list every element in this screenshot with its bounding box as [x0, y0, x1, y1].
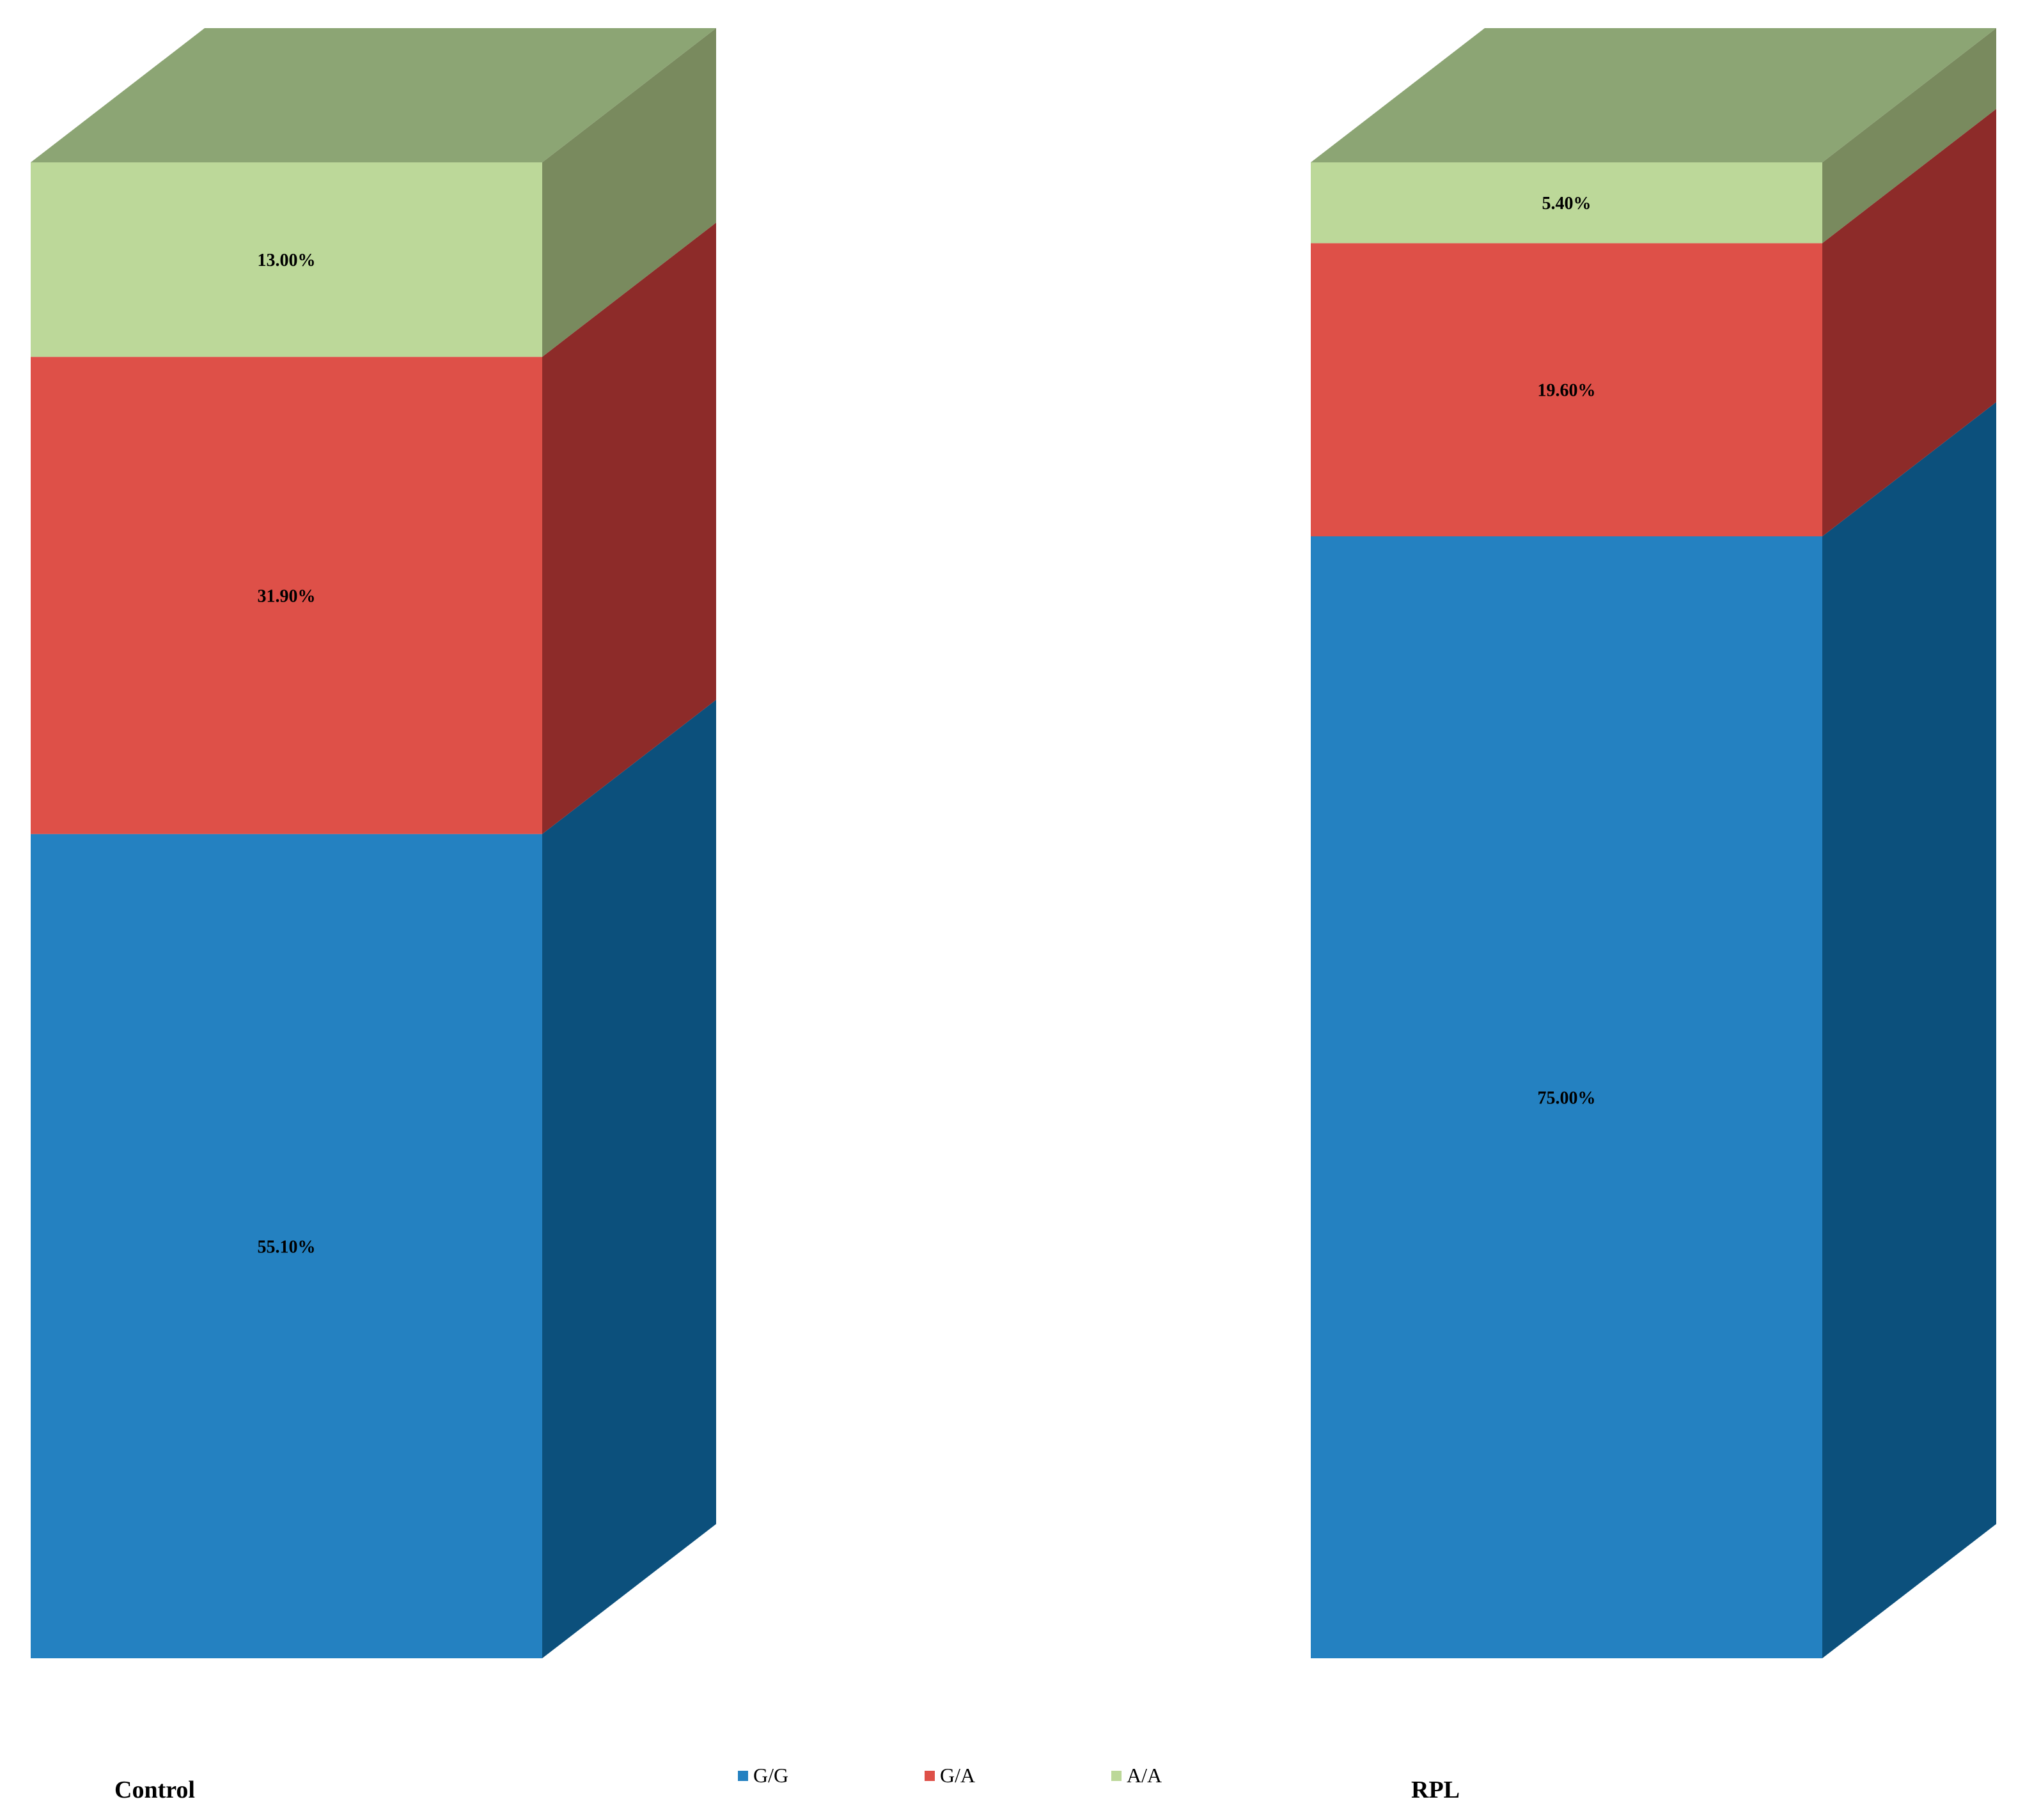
bars-layer	[31, 28, 1996, 1658]
legend: G/G G/A A/A	[738, 1764, 1162, 1787]
legend-label-g-a: G/A	[940, 1764, 975, 1787]
bar-front-control-g-g	[31, 834, 542, 1658]
legend-swatch-g-a	[925, 1771, 935, 1781]
legend-label-g-g: G/G	[753, 1764, 788, 1787]
bar-side-control-g-a	[542, 222, 716, 834]
category-label-rpl: RPL	[1411, 1777, 1460, 1803]
bar-side-control-a-a	[542, 28, 716, 357]
data-label-control-g-a: 31.90%	[258, 586, 316, 606]
bar-side-rpl-g-a	[1822, 109, 1996, 537]
category-labels-layer: Control RPL	[114, 1777, 1460, 1803]
data-label-control-a-a: 13.00%	[258, 251, 316, 270]
data-labels-layer: 55.10% 31.90% 13.00% 75.00% 19.60% 5.40%	[258, 194, 1596, 1257]
bar-top-rpl-a-a	[1311, 28, 1996, 162]
bar-side-rpl-g-g	[1822, 402, 1996, 1658]
bar-front-rpl-g-g	[1311, 536, 1822, 1658]
data-label-control-g-g: 55.10%	[258, 1237, 316, 1257]
bar-front-rpl-g-a	[1311, 243, 1822, 536]
data-label-rpl-a-a: 5.40%	[1542, 194, 1591, 214]
legend-item-g-a: G/A	[925, 1764, 975, 1787]
bar-front-control-a-a	[31, 162, 542, 357]
legend-item-a-a: A/A	[1111, 1764, 1162, 1787]
legend-swatch-a-a	[1111, 1771, 1122, 1781]
category-label-control: Control	[114, 1777, 195, 1803]
bar-top-control-a-a	[31, 28, 716, 162]
legend-swatch-g-g	[738, 1771, 748, 1781]
bar-side-control-g-g	[542, 699, 716, 1658]
bar-front-control-g-a	[31, 357, 542, 834]
legend-item-g-g: G/G	[738, 1764, 788, 1787]
bar-side-rpl-a-a	[1822, 28, 1996, 244]
data-label-rpl-g-a: 19.60%	[1538, 381, 1596, 401]
data-label-rpl-g-g: 75.00%	[1538, 1089, 1596, 1108]
legend-label-a-a: A/A	[1127, 1764, 1162, 1787]
bar-front-rpl-a-a	[1311, 162, 1822, 244]
